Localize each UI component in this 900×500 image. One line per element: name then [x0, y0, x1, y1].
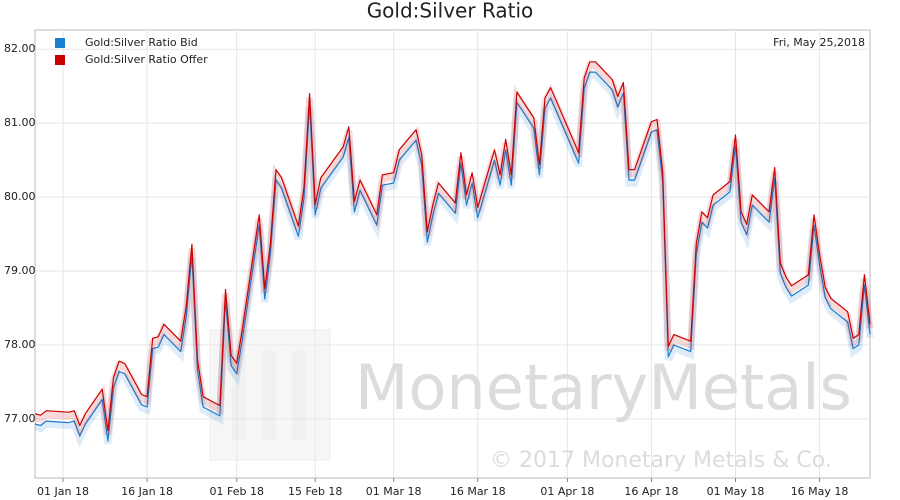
legend-label: Gold:Silver Ratio Offer [85, 53, 208, 66]
y-tick-label: 81.00 [4, 116, 36, 129]
x-tick-label: 16 May 18 [791, 485, 849, 498]
line [34, 71, 871, 442]
x-tick-label: 16 Apr 18 [624, 485, 678, 498]
y-tick-label: 80.00 [4, 190, 36, 203]
x-tick-label: 01 Mar 18 [366, 485, 422, 498]
chart-title: Gold:Silver Ratio [367, 0, 534, 23]
x-tick-label: 16 Jan 18 [121, 485, 173, 498]
x-tick-label: 01 Feb 18 [210, 485, 264, 498]
y-tick-label: 82.00 [4, 42, 36, 55]
copyright: © 2017 Monetary Metals & Co. [490, 448, 832, 473]
x-tick-label: 01 Jan 18 [37, 485, 89, 498]
x-tick-label: 01 Apr 18 [540, 485, 594, 498]
x-tick-label: 16 Mar 18 [450, 485, 506, 498]
legend-swatch [55, 38, 65, 48]
x-tick-label: 15 Feb 18 [288, 485, 342, 498]
y-tick-label: 78.00 [4, 338, 36, 351]
y-tick-label: 79.00 [4, 264, 36, 277]
x-tick-label: 01 May 18 [707, 485, 765, 498]
legend-label: Gold:Silver Ratio Bid [85, 36, 198, 49]
line [34, 61, 871, 432]
legend-swatch [55, 55, 65, 65]
watermark: MonetaryMetals [355, 351, 852, 424]
y-tick-label: 77.00 [4, 412, 36, 425]
plot-area [34, 29, 871, 479]
date-annotation: Fri, May 25,2018 [773, 36, 865, 49]
